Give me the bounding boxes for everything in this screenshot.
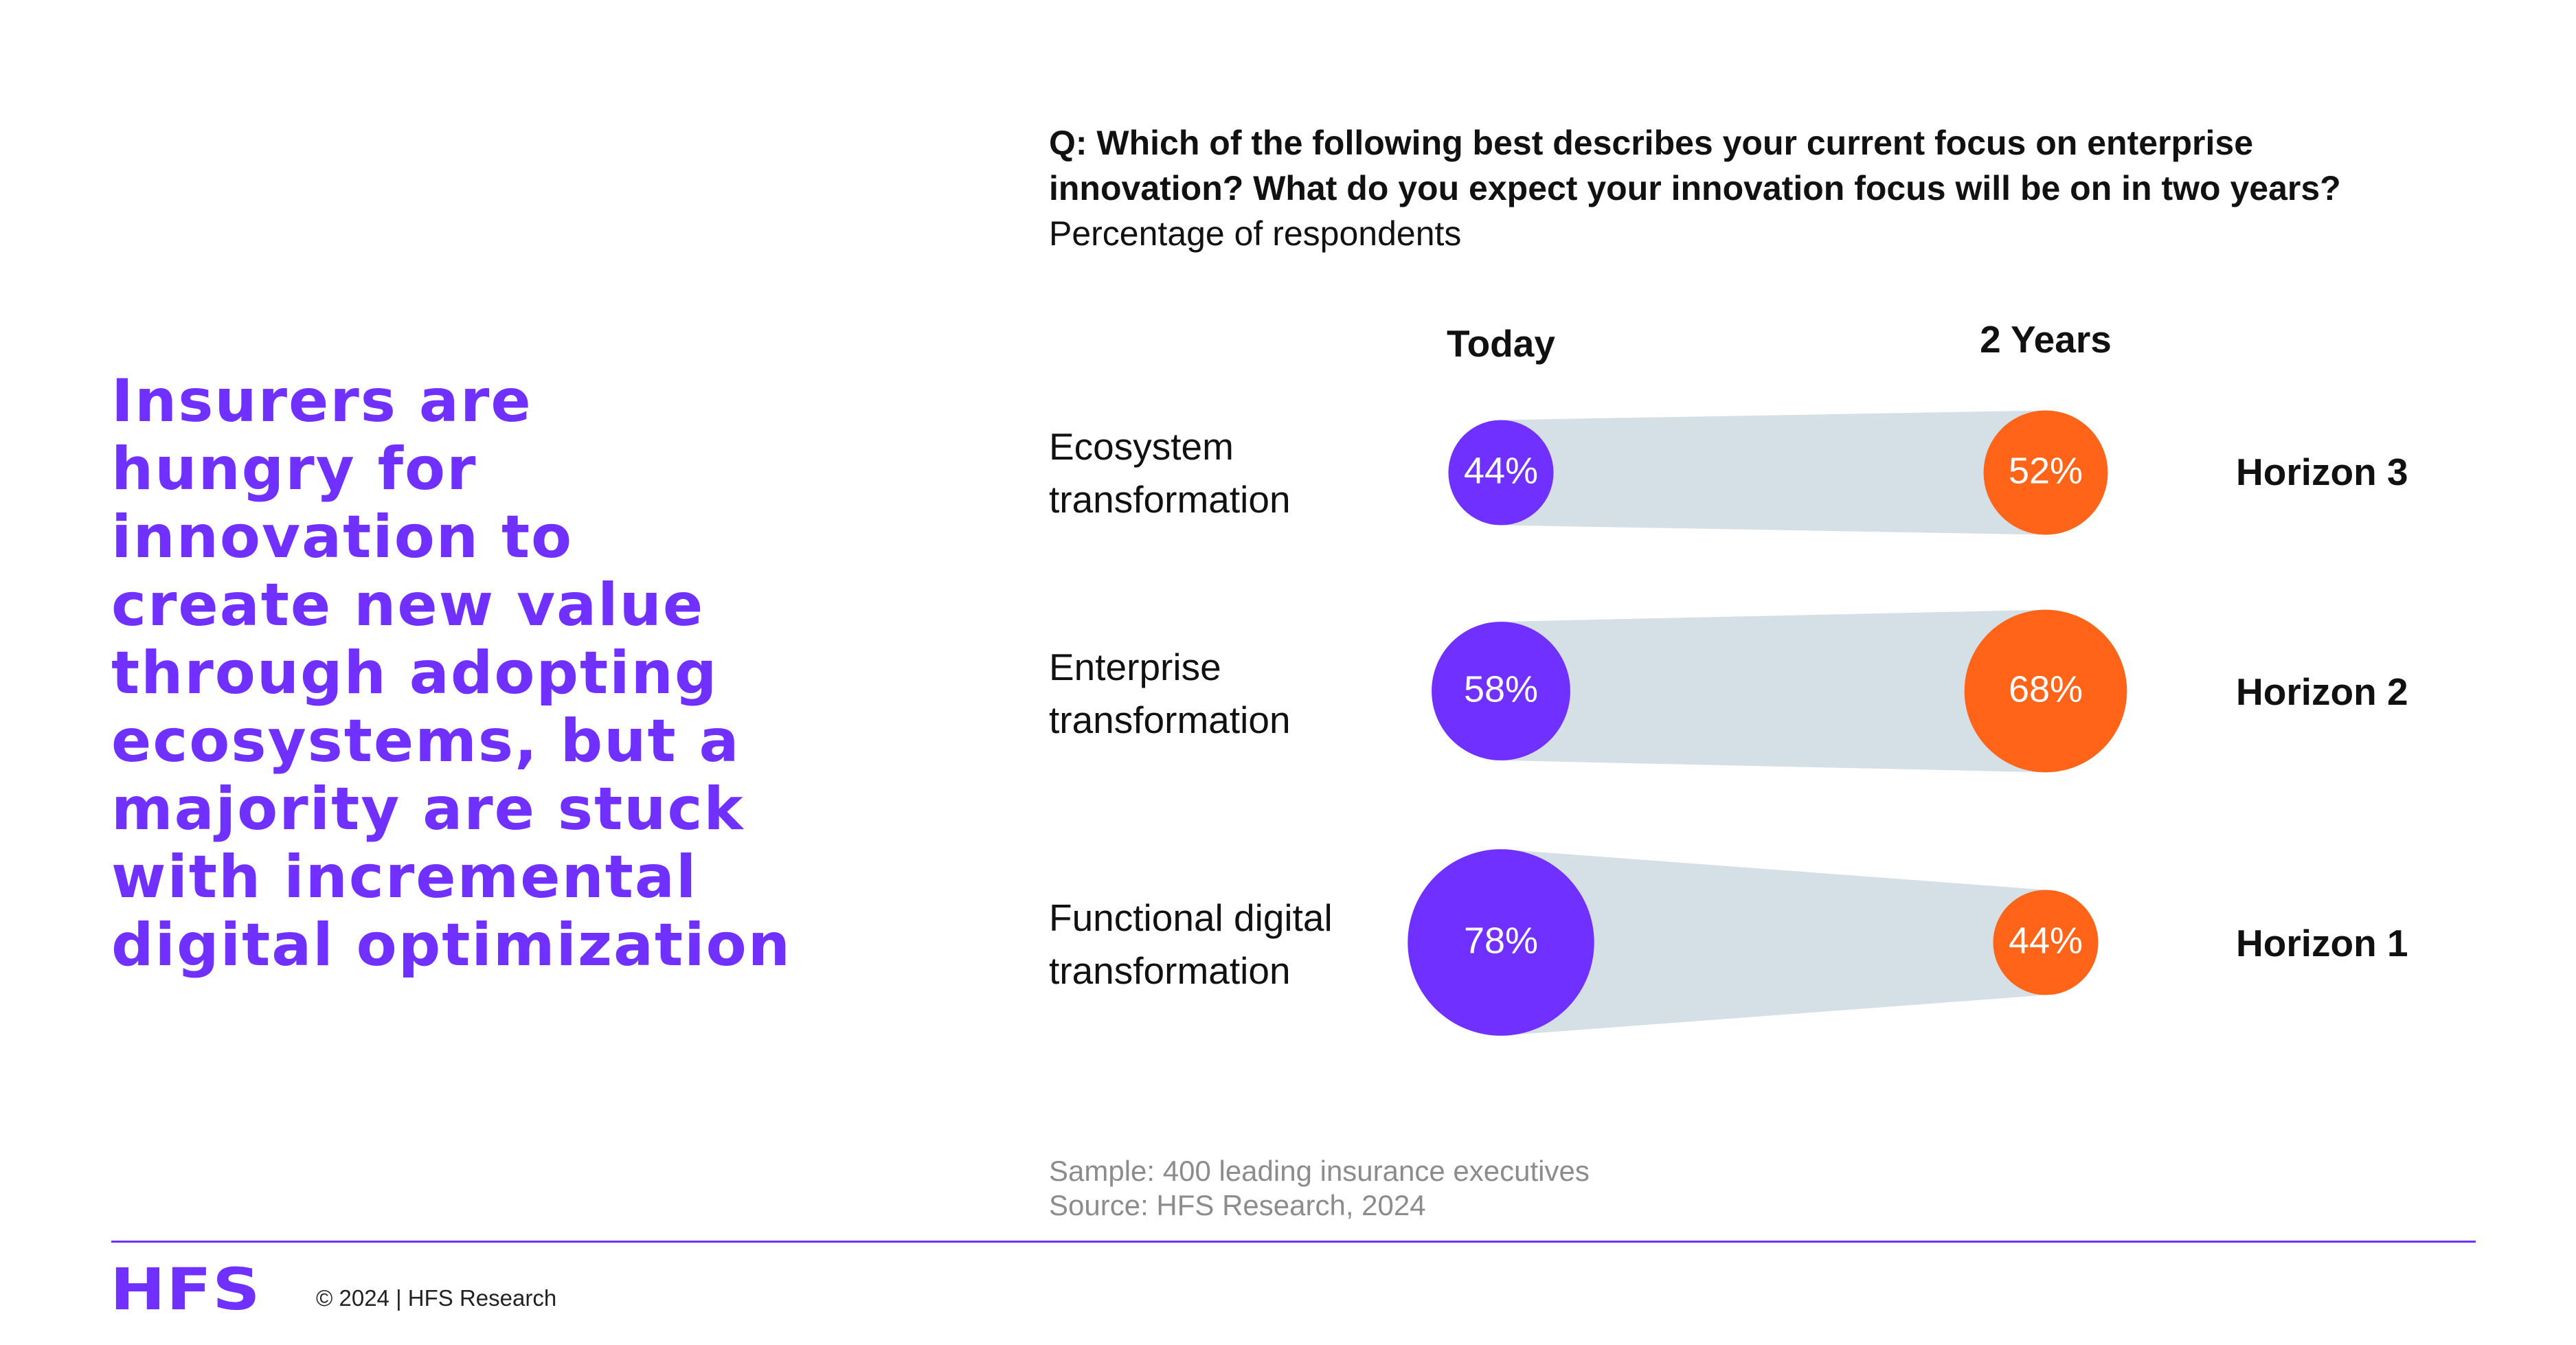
headline-line: through adopting bbox=[111, 639, 719, 708]
footnote: Sample: 400 leading insurance executives… bbox=[1049, 1154, 1590, 1223]
chart-subtitle: Percentage of respondents bbox=[1049, 214, 1462, 253]
value-label-2-years-ecosystem: 52% bbox=[2009, 450, 2083, 491]
chart-question: Q: Which of the following best describes… bbox=[1049, 124, 2341, 207]
headline: Insurers are hungry for innovation to cr… bbox=[111, 368, 949, 980]
headline-line: digital optimization bbox=[111, 911, 791, 980]
headline-line: majority are stuck bbox=[111, 775, 745, 844]
footer-divider bbox=[111, 1241, 2476, 1243]
value-label-today-ecosystem: 44% bbox=[1464, 450, 1538, 491]
bubble-today-enterprise bbox=[1432, 622, 1570, 760]
footnote-sample: Sample: 400 leading insurance executives bbox=[1049, 1155, 1590, 1187]
headline-line: innovation to bbox=[111, 503, 574, 572]
connector-band-functional-digital bbox=[1501, 849, 2046, 1036]
row-label-line: Enterprise bbox=[1049, 646, 1221, 688]
headline-line: hungry for bbox=[111, 435, 477, 504]
headline-line: Insurers are bbox=[111, 367, 532, 436]
headline-line: with incremental bbox=[111, 843, 698, 912]
row-label-line: transformation bbox=[1049, 949, 1291, 992]
row-label-enterprise: Enterprise transformation bbox=[1049, 641, 1291, 747]
headline-line: ecosystems, but a bbox=[111, 707, 741, 776]
column-header-today: Today bbox=[1447, 322, 1555, 365]
bubble-2-years-ecosystem bbox=[1983, 410, 2108, 535]
bubble-today-functional-digital bbox=[1408, 849, 1594, 1036]
column-header-2-years: 2 Years bbox=[1980, 318, 2112, 361]
row-label-functional-digital: Functional digital transformation bbox=[1049, 892, 1333, 997]
bubble-today-ecosystem bbox=[1448, 420, 1554, 525]
bubble-2-years-enterprise bbox=[1964, 609, 2127, 773]
footnote-source: Source: HFS Research, 2024 bbox=[1049, 1189, 1426, 1221]
row-label-line: transformation bbox=[1049, 699, 1291, 741]
horizon-label-1: Horizon 1 bbox=[2236, 922, 2408, 964]
value-label-today-enterprise: 58% bbox=[1464, 668, 1538, 710]
row-label-ecosystem: Ecosystem transformation bbox=[1049, 420, 1291, 526]
row-label-line: transformation bbox=[1049, 478, 1291, 521]
connector-band-ecosystem bbox=[1501, 410, 2046, 535]
horizon-label-2: Horizon 2 bbox=[2236, 670, 2408, 713]
value-label-2-years-enterprise: 68% bbox=[2009, 668, 2083, 710]
horizon-label-3: Horizon 3 bbox=[2236, 451, 2408, 493]
connector-band-enterprise bbox=[1501, 609, 2046, 773]
hfs-logo: HFS bbox=[110, 1256, 261, 1323]
bubble-2-years-functional-digital bbox=[1993, 890, 2099, 995]
value-label-today-functional-digital: 78% bbox=[1464, 920, 1538, 961]
value-label-2-years-functional-digital: 44% bbox=[2009, 920, 2083, 961]
row-label-line: Functional digital bbox=[1049, 896, 1333, 939]
headline-line: create new value bbox=[111, 571, 705, 640]
copyright-text: © 2024 | HFS Research bbox=[316, 1285, 557, 1311]
row-label-line: Ecosystem bbox=[1049, 425, 1234, 468]
